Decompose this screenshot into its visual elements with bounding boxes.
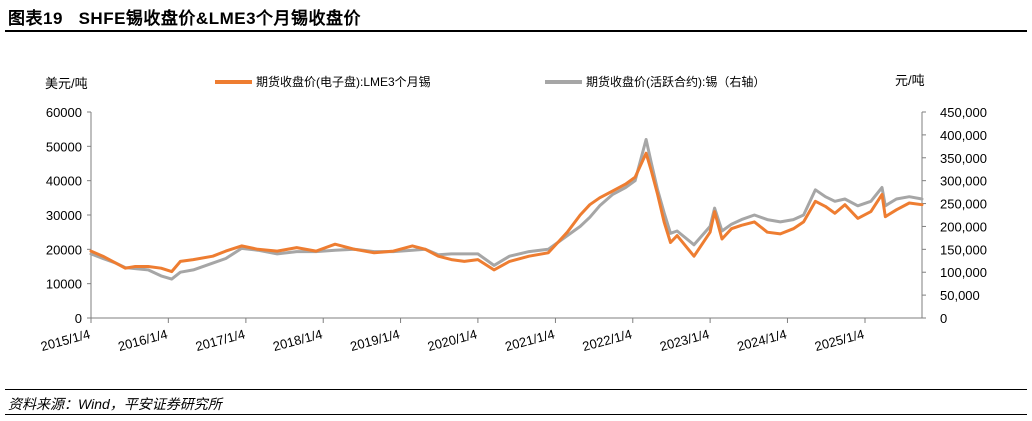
right-tick-label: 0 (940, 311, 947, 326)
series-layer (89, 138, 924, 281)
x-tick-label: 2023/1/4 (658, 326, 711, 354)
x-tick-label: 2016/1/4 (116, 326, 169, 354)
x-tick-label: 2021/1/4 (503, 326, 556, 354)
right-tick-label: 450,000 (940, 105, 987, 120)
series-line-shfe (89, 138, 924, 281)
right-tick-label: 200,000 (940, 219, 987, 234)
legend-label-shfe: 期货收盘价(活跃合约):锡（右轴） (586, 74, 765, 89)
figure-caption: SHFE锡收盘价&LME3个月锡收盘价 (78, 9, 362, 28)
x-tick-label: 2018/1/4 (271, 326, 324, 354)
x-tick-label: 2019/1/4 (349, 326, 402, 354)
right-tick-label: 150,000 (940, 242, 987, 257)
x-tick-label: 2015/1/4 (39, 326, 92, 354)
right-tick-label: 400,000 (940, 128, 987, 143)
x-tick-label: 2022/1/4 (581, 326, 634, 354)
left-tick-label: 40000 (46, 174, 82, 189)
figure-title: 图表19 SHFE锡收盘价&LME3个月锡收盘价 (8, 4, 361, 29)
x-tick-label: 2020/1/4 (426, 326, 479, 354)
right-tick-label: 250,000 (940, 197, 987, 212)
right-tick-label: 100,000 (940, 265, 987, 280)
left-tick-label: 50000 (46, 139, 82, 154)
x-tick-label: 2024/1/4 (735, 326, 788, 354)
x-tick-label: 2025/1/4 (813, 326, 866, 354)
left-tick-label: 0 (75, 311, 82, 326)
title-rule (5, 30, 1027, 32)
axes: 0 10000 20000 30000 40000 50000 60000 0 50,000 10… (39, 105, 987, 354)
legend: 期货收盘价(电子盘):LME3个月锡 期货收盘价(活跃合约):锡（右轴） (215, 74, 765, 89)
legend-label-lme: 期货收盘价(电子盘):LME3个月锡 (256, 74, 431, 89)
left-tick-label: 60000 (46, 105, 82, 120)
bottom-rule (5, 414, 1027, 415)
x-tick-label: 2017/1/4 (194, 326, 247, 354)
figure-number: 图表19 (8, 9, 63, 28)
left-tick-label: 10000 (46, 277, 82, 292)
source-rule (5, 389, 1027, 390)
series-line-lme (89, 151, 924, 274)
right-axis-unit: 元/吨 (895, 73, 925, 88)
right-tick-label: 300,000 (940, 174, 987, 189)
left-tick-label: 20000 (46, 242, 82, 257)
left-axis-unit: 美元/吨 (45, 76, 88, 91)
source-note: 资料来源：Wind，平安证券研究所 (8, 396, 222, 412)
right-tick-label: 350,000 (940, 151, 987, 166)
left-tick-label: 30000 (46, 208, 82, 223)
right-tick-label: 50,000 (940, 288, 980, 303)
